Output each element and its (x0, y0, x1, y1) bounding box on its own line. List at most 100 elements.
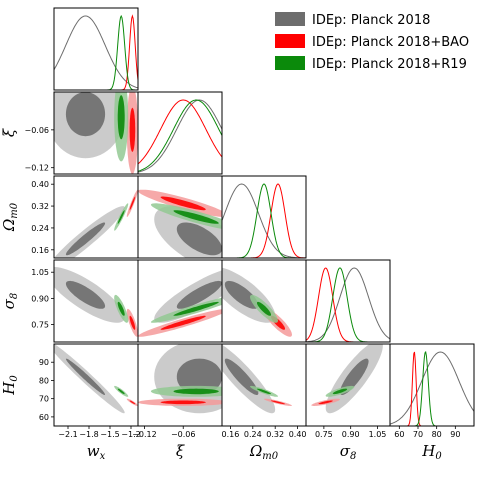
posterior-s8-0 (306, 267, 390, 342)
legend-label-2: IDEp: Planck 2018+R19 (312, 57, 467, 72)
posterior-h0-0 (390, 351, 474, 425)
xtick-label: 60 (394, 430, 404, 439)
contour68-xi-h0-0 (176, 358, 222, 395)
contour68-wx-h0-1 (129, 400, 136, 405)
ytick-label: 60 (39, 413, 49, 422)
xaxis-label-wx: wx (87, 442, 106, 462)
posterior-xi-0 (138, 99, 222, 173)
panel-frame (53, 7, 139, 91)
panel-frame (389, 343, 475, 427)
xtick-label: −0.06 (171, 430, 196, 439)
xtick-label: 1.05 (369, 430, 387, 439)
xtick-label: 0.40 (289, 430, 307, 439)
posterior-xi-1 (138, 99, 222, 165)
panel-xi-om (138, 189, 222, 258)
xtick-label: 0.32 (266, 430, 284, 439)
xtick-label: 90 (450, 430, 460, 439)
panel-frame (137, 91, 223, 175)
contour68-wx-om-2 (117, 210, 125, 224)
contour68-xi-om-2 (173, 210, 219, 224)
ytick-label: 70 (39, 395, 49, 404)
panel-wx-h0 (54, 344, 138, 414)
panel-wx-s8 (54, 267, 138, 337)
contour68-om-h0-2 (257, 388, 271, 395)
contour68-wx-h0-2 (117, 388, 125, 395)
panel-wx-om (54, 189, 138, 258)
xtick-label: 0.24 (244, 430, 262, 439)
posterior-wx-0 (54, 15, 138, 89)
xtick-label: 0.16 (221, 430, 239, 439)
legend-swatch-2 (275, 56, 305, 70)
contour68-xi-om-0 (176, 222, 222, 256)
panel-frame (221, 175, 307, 259)
ytick-label: 0.24 (31, 224, 49, 233)
contour68-wx-xi-2 (117, 95, 125, 140)
xtick-label: −1.8 (79, 430, 98, 439)
panel-om-h0 (222, 344, 292, 414)
panel-xi-s8 (138, 270, 222, 337)
xtick-label: 70 (413, 430, 423, 439)
legend-swatch-1 (275, 34, 305, 48)
legend-swatch-0 (275, 12, 305, 26)
contour68-xi-s8-2 (173, 301, 219, 316)
contour68-wx-om-0 (65, 222, 106, 256)
posterior-om-2 (222, 183, 306, 258)
panel-h0-h0 (390, 350, 474, 426)
contour68-om-h0-1 (271, 400, 285, 405)
xtick-label: 0.75 (315, 430, 333, 439)
ytick-label: 90 (39, 358, 49, 367)
xtick-label: −0.12 (132, 430, 157, 439)
legend-label-0: IDEp: Planck 2018 (312, 13, 430, 28)
contour68-wx-s8-0 (65, 280, 106, 309)
posterior-s8-1 (306, 267, 390, 342)
posterior-wx-1 (54, 14, 138, 90)
panel-om-s8 (222, 267, 292, 337)
xtick-label: 0.90 (342, 430, 360, 439)
xtick-label: −1.5 (100, 430, 119, 439)
yaxis-label-h0: H0 (0, 375, 20, 396)
contour68-s8-h0-2 (332, 388, 348, 395)
contour68-xi-h0-2 (173, 388, 219, 395)
contour68-s8-h0-1 (318, 400, 333, 405)
yaxis-label-xi: ξ (0, 128, 18, 137)
panel-wx-xi (54, 92, 138, 174)
posterior-xi-2 (138, 99, 222, 172)
panel-wx-wx (54, 14, 138, 90)
ytick-label: 0.40 (31, 180, 49, 189)
panel-xi-xi (138, 99, 222, 173)
ytick-label: 0.75 (31, 321, 49, 330)
contour68-xi-s8-0 (176, 280, 222, 309)
xtick-label: 80 (432, 430, 442, 439)
posterior-h0-2 (390, 350, 474, 426)
xaxis-label-h0: H0 (421, 442, 442, 462)
posterior-om-0 (222, 183, 306, 258)
posterior-wx-2 (54, 14, 138, 90)
posterior-om-1 (222, 183, 306, 258)
contour68-s8-h0-0 (340, 358, 369, 395)
contour68-wx-om-1 (129, 196, 136, 211)
yaxis-label-om: Ωm0 (0, 202, 20, 232)
ytick-label: −0.06 (24, 126, 49, 135)
contour68-wx-xi-1 (129, 107, 136, 152)
legend-label-1: IDEp: Planck 2018+BAO (312, 35, 469, 50)
posterior-s8-2 (306, 267, 390, 342)
xaxis-label-s8: σ8 (340, 442, 357, 462)
contour68-om-s8-2 (257, 301, 271, 316)
panel-frame (305, 259, 391, 343)
ytick-label: 0.32 (31, 202, 49, 211)
xaxis-label-om: Ωm0 (249, 442, 279, 462)
panel-xi-h0 (138, 344, 222, 414)
xaxis-label-xi: ξ (176, 442, 185, 460)
contour68-wx-h0-0 (65, 358, 106, 395)
xtick-label: −1.2 (121, 430, 140, 439)
contour68-xi-h0-1 (160, 400, 206, 405)
panel-s8-h0 (311, 344, 383, 414)
contour68-om-s8-0 (224, 280, 259, 309)
ytick-label: 1.05 (31, 268, 49, 277)
contour68-wx-s8-2 (117, 301, 125, 316)
posterior-h0-1 (390, 351, 474, 426)
panel-s8-s8 (306, 267, 390, 342)
xtick-label: −2.1 (58, 430, 77, 439)
contour68-wx-s8-1 (129, 315, 136, 330)
